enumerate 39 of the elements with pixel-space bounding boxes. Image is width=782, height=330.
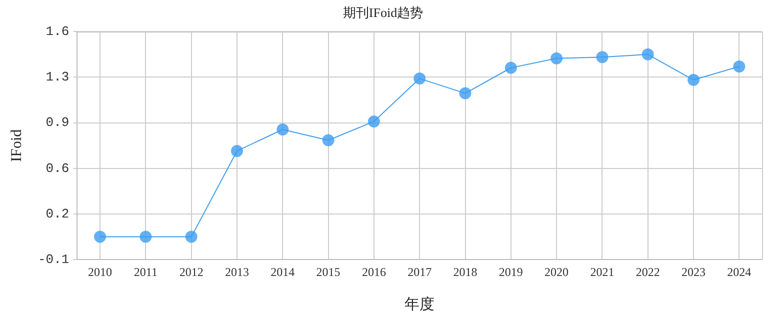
point bbox=[688, 74, 700, 86]
point bbox=[185, 230, 198, 243]
point bbox=[459, 87, 472, 100]
point bbox=[414, 72, 426, 85]
x-tick-label: 2019 bbox=[498, 264, 523, 279]
x-tick-label: 2016 bbox=[362, 264, 386, 279]
y-tick-label: 0.9 bbox=[46, 115, 70, 130]
chart-title: 期刊IFoid趋势 bbox=[342, 5, 424, 20]
x-tick-label: 2011 bbox=[134, 264, 158, 279]
x-tick-label: 2024 bbox=[727, 264, 752, 279]
point bbox=[94, 230, 106, 243]
y-tick-label: 1.3 bbox=[46, 70, 70, 85]
point bbox=[504, 62, 517, 74]
point bbox=[322, 134, 334, 146]
y-tick-label: 1.6 bbox=[46, 24, 70, 40]
y-tick-label: 0.2 bbox=[46, 206, 70, 222]
point bbox=[550, 52, 563, 64]
x-axis-title: 年度 bbox=[404, 296, 435, 313]
point bbox=[276, 124, 289, 136]
point bbox=[140, 230, 152, 243]
point bbox=[368, 115, 380, 128]
x-tick-label: 2014 bbox=[270, 264, 295, 279]
x-tick-label: 2017 bbox=[408, 264, 432, 279]
x-tick-label: 2023 bbox=[682, 264, 706, 279]
x-tick-label: 2021 bbox=[590, 264, 614, 279]
point bbox=[642, 48, 654, 60]
y-tick-label: 0.6 bbox=[46, 160, 70, 176]
point bbox=[596, 51, 608, 64]
y-axis-title: IFoid bbox=[8, 128, 25, 162]
x-tick-label: 2018 bbox=[453, 264, 478, 279]
x-tick-label: 2022 bbox=[636, 264, 660, 279]
x-tick-label: 2020 bbox=[544, 264, 569, 279]
point bbox=[733, 60, 746, 72]
point bbox=[230, 144, 243, 157]
x-tick-label: 2015 bbox=[316, 264, 340, 279]
x-tick-label: 2010 bbox=[88, 264, 112, 279]
x-tick-label: 2013 bbox=[224, 264, 249, 279]
x-tick-label: 2012 bbox=[179, 264, 204, 279]
y-tick-label: -0.1 bbox=[38, 252, 70, 268]
